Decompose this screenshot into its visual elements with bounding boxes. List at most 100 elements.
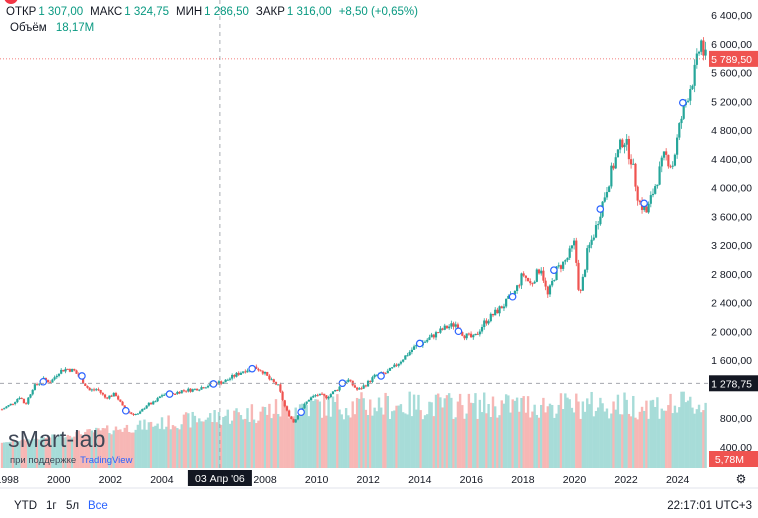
candle — [605, 191, 609, 198]
volume-bar — [491, 396, 495, 468]
volume-bar — [550, 405, 554, 468]
volume-bar — [511, 399, 514, 468]
volume-bar — [198, 418, 201, 468]
event-marker — [121, 406, 130, 415]
candle — [430, 334, 433, 338]
candle — [428, 337, 431, 340]
candle — [434, 332, 438, 338]
volume-bar — [542, 397, 545, 468]
volume-bar — [371, 415, 374, 468]
candle — [257, 368, 260, 371]
candle — [228, 378, 232, 380]
volume-bar — [296, 415, 300, 468]
volume-bar — [673, 405, 677, 468]
timeframe-5y-button[interactable]: 5л — [66, 500, 80, 512]
volume-bar — [132, 432, 135, 468]
candle — [395, 364, 398, 366]
volume-bar — [612, 401, 615, 468]
volume-bar — [27, 439, 30, 468]
volume-bar — [147, 422, 151, 468]
candle — [553, 280, 556, 282]
volume-bar — [656, 397, 659, 468]
volume-bar — [588, 404, 591, 468]
candle — [217, 381, 221, 385]
candle — [467, 333, 470, 335]
volume-bar — [68, 435, 72, 468]
candle — [75, 370, 78, 374]
volume-bar — [241, 419, 245, 468]
gear-icon[interactable]: ⚙ — [735, 472, 747, 486]
volume-bar — [487, 404, 490, 468]
candle — [261, 371, 264, 374]
candle — [268, 375, 271, 380]
volume-bar — [189, 427, 192, 468]
candle — [325, 395, 328, 399]
volume-bar — [320, 417, 324, 468]
candle — [154, 401, 157, 403]
timeframe-all-button[interactable]: Все — [88, 500, 108, 512]
volume-bar — [119, 429, 122, 468]
event-marker — [165, 390, 174, 398]
volume-bar — [158, 428, 162, 468]
volume-bar — [274, 399, 278, 468]
y-tick-label: 2 000,00 — [711, 326, 752, 338]
candle — [222, 382, 225, 384]
candle — [616, 149, 620, 158]
candle — [599, 216, 602, 225]
volume-bar — [64, 437, 67, 468]
volume-bar — [645, 400, 648, 468]
candle — [106, 397, 109, 399]
candle — [263, 371, 267, 374]
candle — [11, 403, 15, 405]
volume-bar — [116, 429, 120, 468]
volume-bar — [614, 409, 617, 468]
candle — [101, 392, 104, 395]
candle — [117, 396, 120, 400]
volume-bar — [217, 412, 221, 468]
candle — [66, 368, 69, 370]
volume-bar — [97, 428, 100, 468]
candle — [691, 85, 694, 90]
volume-bar — [618, 414, 622, 468]
volume-bar — [572, 412, 576, 468]
volume-bar — [344, 408, 348, 468]
crosshair-y-label: 1 278,75 — [711, 378, 752, 390]
volume-bar — [502, 403, 506, 468]
volume-label-box — [709, 451, 758, 467]
candle — [533, 281, 536, 284]
volume-bar — [693, 413, 696, 468]
candle — [507, 296, 510, 299]
volume-bar — [327, 396, 330, 468]
volume-bar — [31, 438, 34, 468]
volume-bar — [443, 398, 446, 468]
x-tick-label: 2018 — [511, 474, 535, 486]
timeframe-1y-button[interactable]: 1г — [46, 500, 57, 512]
volume-bar — [40, 436, 43, 468]
candle — [469, 333, 473, 338]
volume-bar — [653, 406, 657, 468]
volume-bar — [559, 393, 563, 468]
volume-bar — [215, 422, 219, 468]
volume-bar — [66, 434, 69, 468]
volume-bar — [92, 432, 96, 468]
candle — [472, 335, 475, 338]
tradingview-link[interactable]: TradingView — [80, 455, 133, 466]
candle — [608, 186, 611, 192]
candle — [138, 411, 142, 414]
candle — [307, 400, 310, 402]
volume-bar — [660, 408, 663, 468]
candle — [33, 384, 36, 390]
volume-bar — [152, 426, 155, 468]
candle — [145, 405, 148, 409]
candle — [480, 326, 484, 332]
candle — [564, 260, 567, 262]
volume-bar — [303, 406, 306, 468]
candle — [224, 379, 227, 383]
volume-bar — [342, 419, 346, 468]
volume-bar — [643, 410, 646, 468]
last-price-label: 5 789,50 — [711, 54, 752, 66]
candle — [182, 390, 186, 392]
timeframe-ytd-button[interactable]: YTD — [14, 500, 37, 512]
candle — [320, 393, 324, 395]
